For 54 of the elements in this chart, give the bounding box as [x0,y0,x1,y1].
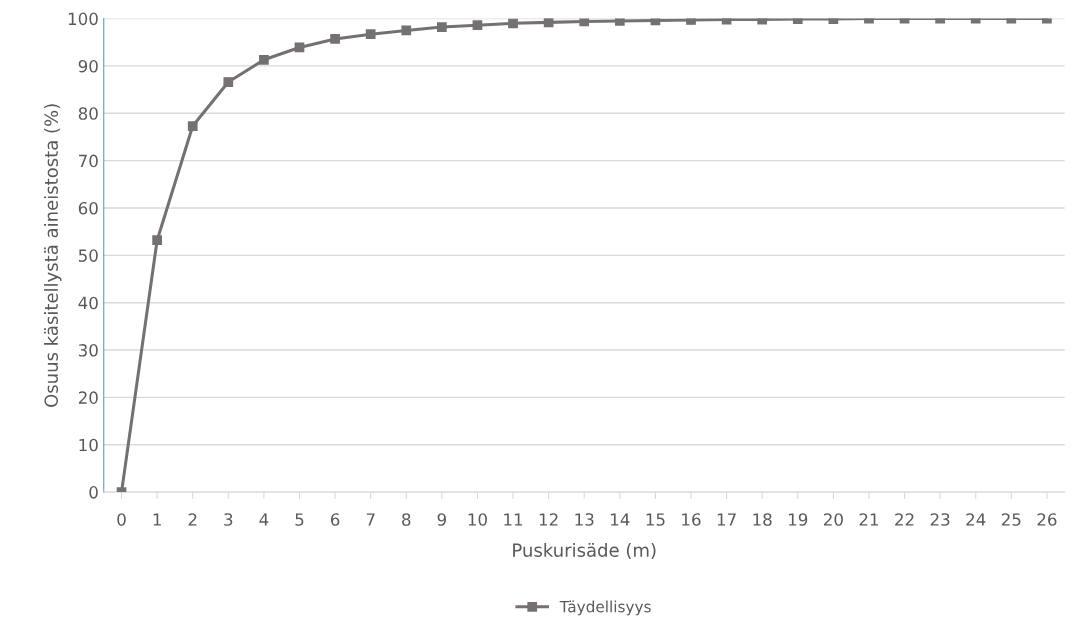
y-tick-label: 80 [78,107,98,120]
point [401,25,412,36]
y-tick-label: 100 [68,12,98,26]
y-tick-label: 60 [78,201,98,215]
point [330,34,340,44]
x-tick-label: 13 [575,513,594,526]
x-tick-label: 17 [717,513,736,526]
y-axis-title: Osuus käsitellystä aineistosta (%) [44,104,62,407]
x-tick-label: 22 [895,513,914,526]
x-tick-label: 9 [437,513,446,526]
y-tick-label: 40 [78,296,98,310]
legend-label: Täydellisyys [559,600,651,616]
x-tick-label: 24 [966,513,986,526]
x-tick-label: 6 [330,513,340,526]
x-tick-label: 14 [611,513,630,526]
x-tick-label: 23 [930,513,950,526]
x-tick-label: 2 [188,513,197,526]
x-tick-label: 0 [117,513,126,526]
x-tick-label: 1 [153,513,161,526]
x-tick-label: 15 [646,513,665,526]
x-tick-label: 18 [753,513,772,526]
point [365,29,376,40]
x-tick-label: 10 [468,513,487,526]
y-tick-label: 10 [79,438,98,452]
y-tick-label: 30 [78,344,98,357]
x-tick-label: 3 [224,513,233,526]
point [579,18,590,27]
x-tick-label: 19 [788,513,808,526]
x-tick-label: 16 [682,513,701,526]
x-axis-title: Puskurisäde (m) [513,542,656,560]
point [187,121,198,131]
y-tick-label: 20 [78,391,98,404]
y-tick-label: 70 [79,154,98,168]
x-tick-label: 7 [366,513,375,526]
x-tick-label: 5 [295,513,304,526]
x-tick-label: 8 [402,513,411,526]
x-tick-label: 26 [1037,513,1057,526]
point [152,235,162,246]
point [686,18,696,25]
point [223,77,234,87]
y-tick-label: 0 [89,486,98,499]
point [259,54,269,65]
y-tick-label: 50 [78,249,98,262]
point [508,18,518,29]
x-tick-label: 11 [504,513,523,526]
point [614,18,625,26]
y-tick-label: 90 [78,59,98,73]
point [436,22,447,32]
point [472,20,483,31]
x-tick-label: 25 [1001,513,1021,526]
x-tick-label: 12 [539,513,558,526]
x-tick-label: 4 [259,513,269,526]
x-tick-label: 21 [859,513,879,526]
x-tick-label: 20 [823,513,843,526]
